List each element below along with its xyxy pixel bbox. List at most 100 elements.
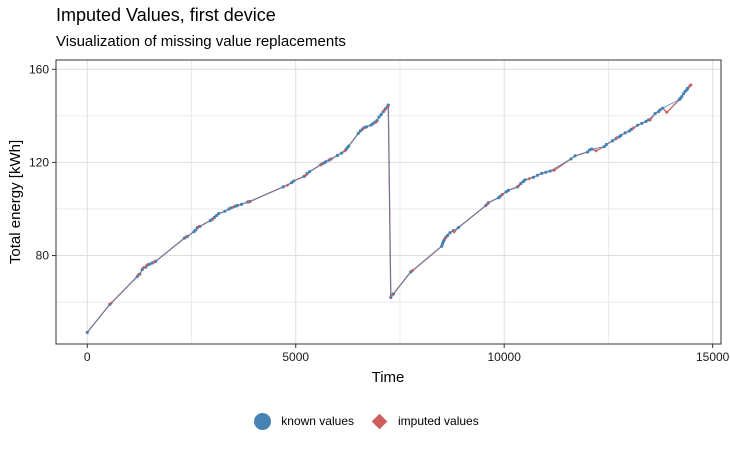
imputed-value-point [500, 192, 504, 197]
x-tick-label: 5000 [282, 350, 309, 364]
imputed-value-point [648, 118, 652, 122]
known-value-point [653, 111, 657, 116]
known-value-point [531, 175, 535, 179]
imputed-value-point [145, 263, 149, 268]
known-value-point [85, 330, 89, 334]
known-value-point [619, 133, 623, 138]
known-value-point [644, 119, 648, 124]
imputed-value-point [664, 110, 669, 115]
imputed-value-point [386, 105, 390, 109]
known-value-point [356, 131, 360, 135]
known-value-point [658, 108, 662, 112]
known-value-point [456, 226, 460, 230]
known-value-point [629, 127, 633, 131]
known-value-point [590, 147, 594, 151]
imputed-value-point [184, 235, 188, 239]
imputed-value-point [319, 162, 324, 166]
known-value-point [379, 112, 383, 117]
known-value-point [540, 171, 544, 175]
panel-border [55, 59, 722, 345]
imputed-value-point [343, 148, 347, 153]
known-value-point [292, 179, 296, 183]
known-value-point [324, 160, 328, 164]
known-value-point [544, 170, 548, 174]
known-value-point [358, 129, 362, 133]
y-tick-label: 120 [29, 155, 49, 169]
known-value-point [636, 123, 640, 127]
imputed-value-point [196, 224, 201, 229]
known-value-point [347, 144, 351, 148]
imputed-value-point [303, 173, 308, 178]
known-value-point [681, 92, 686, 96]
x-axis-title: Time [372, 369, 405, 386]
x-tick-label: 0 [84, 350, 91, 364]
known-value-point [217, 212, 221, 216]
imputed-value-point [689, 83, 693, 87]
legend: known values imputed values [0, 410, 730, 432]
imputed-value-point [389, 293, 394, 298]
known-value-point [214, 213, 219, 218]
known-value-point [604, 142, 608, 147]
known-value-point [602, 144, 606, 149]
chart-subtitle: Visualization of missing value replaceme… [56, 33, 346, 50]
imputed-value-point [361, 126, 366, 131]
known-value-point [623, 131, 627, 135]
imputed-value-point [152, 260, 156, 264]
imputed-value-point [552, 168, 557, 173]
known-value-point [377, 115, 381, 119]
imputed-value-point [285, 183, 290, 188]
x-tick-label: 10000 [488, 350, 522, 364]
imputed-value-point [231, 205, 235, 209]
known-value-point [523, 178, 527, 182]
known-value-point [281, 185, 285, 189]
legend-diamond-icon [368, 410, 390, 432]
known-value-point [445, 233, 450, 238]
known-value-point [223, 209, 227, 213]
known-value-point [339, 151, 344, 155]
legend-label-imputed: imputed values [398, 414, 479, 428]
known-value-point [585, 150, 590, 154]
imputed-value-point [527, 176, 532, 181]
known-value-point [506, 188, 510, 192]
imputed-value-point [443, 236, 447, 241]
imputed-value-point [614, 135, 619, 140]
imputed-value-point [382, 108, 386, 113]
imputed-values-line [86, 84, 692, 333]
known-value-point [661, 106, 665, 110]
imputed-value-point [211, 216, 215, 221]
known-value-point [535, 173, 540, 177]
known-values-line [86, 88, 688, 333]
imputed-value-point [485, 202, 490, 206]
known-value-point [335, 153, 340, 158]
data-series [85, 83, 693, 334]
known-value-point [498, 195, 502, 199]
imputed-value-point [109, 301, 113, 306]
legend-label-known: known values [281, 414, 354, 428]
known-value-point [519, 181, 523, 185]
known-value-point [686, 86, 690, 90]
imputed-value-point [136, 272, 141, 277]
chart-title: Imputed Values, first device [56, 5, 276, 25]
y-tick-label: 160 [29, 62, 49, 76]
known-value-point [365, 125, 369, 129]
x-tick-label: 15000 [696, 350, 730, 364]
known-value-point [548, 169, 552, 173]
known-value-point [610, 139, 615, 143]
grid-lines [56, 60, 721, 344]
known-value-point [148, 262, 152, 266]
axis-ticks: 0 5000 10000 15000 80 120 160 [29, 62, 730, 364]
y-tick-label: 80 [36, 249, 50, 263]
imputed-value-point [516, 183, 521, 188]
known-value-point [448, 231, 452, 235]
imputed-value-point [594, 148, 598, 153]
imputed-value-point [631, 126, 636, 130]
legend-item-known: known values [251, 410, 354, 432]
imputed-value-point [141, 265, 146, 270]
known-value-point [235, 203, 239, 208]
legend-circle-icon [251, 410, 273, 432]
imputed-value-point [328, 157, 332, 162]
known-value-point [569, 157, 573, 161]
known-value-point [194, 228, 198, 232]
known-value-point [680, 94, 684, 99]
